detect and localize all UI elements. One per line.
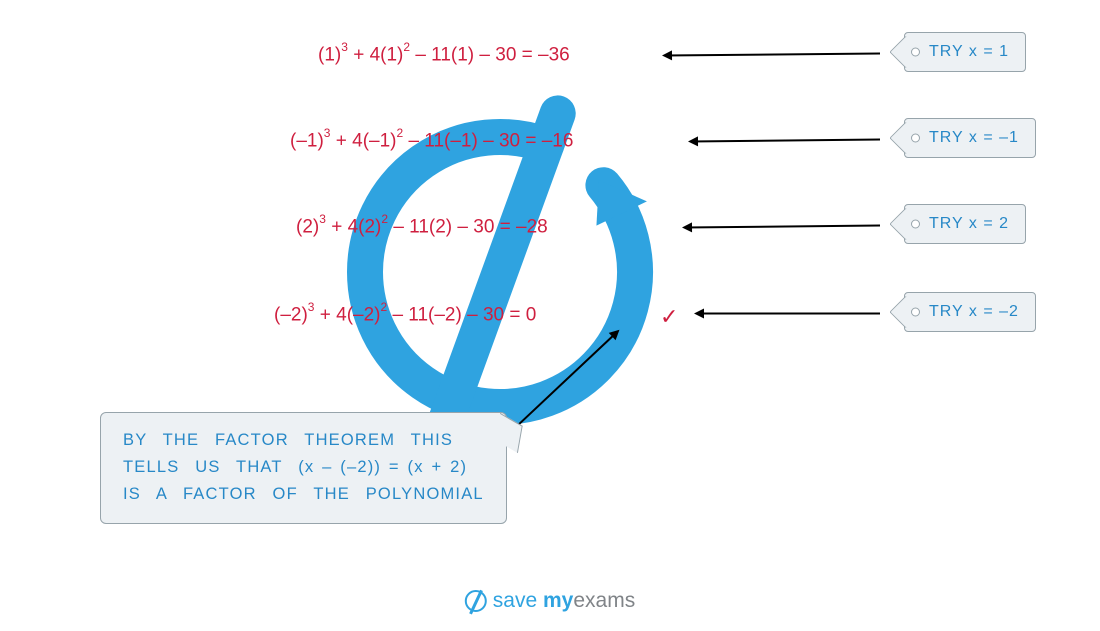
callout-line-1: BY THE FACTOR THEOREM THIS <box>123 427 484 454</box>
arrow-4 <box>696 313 880 315</box>
equation-row-4: (–2)3 + 4(–2)2 – 11(–2) – 30 = 0 <box>274 302 536 326</box>
logo-circle-icon <box>465 590 487 612</box>
try-tag-3: TRY x = 2 <box>904 204 1026 244</box>
try-tag-4: TRY x = –2 <box>904 292 1036 332</box>
callout-line-3: IS A FACTOR OF THE POLYNOMIAL <box>123 481 484 508</box>
checkmark-icon: ✓ <box>660 304 678 330</box>
try-tag-1: TRY x = 1 <box>904 32 1026 72</box>
try-tag-2: TRY x = –1 <box>904 118 1036 158</box>
logo-word-my: my <box>543 589 573 612</box>
callout-line-2: TELLS US THAT (x – (–2)) = (x + 2) <box>123 454 484 481</box>
factor-theorem-callout: BY THE FACTOR THEOREM THIS TELLS US THAT… <box>100 412 507 524</box>
equation-row-3: (2)3 + 4(2)2 – 11(2) – 30 = –28 <box>296 214 548 238</box>
savemyexams-logo: save myexams <box>465 589 635 613</box>
logo-word-save: save <box>493 589 537 612</box>
logo-word-exams: exams <box>573 589 635 612</box>
equation-row-1: (1)3 + 4(1)2 – 11(1) – 30 = –36 <box>318 42 570 66</box>
equation-row-2: (–1)3 + 4(–1)2 – 11(–1) – 30 = –16 <box>290 128 573 152</box>
